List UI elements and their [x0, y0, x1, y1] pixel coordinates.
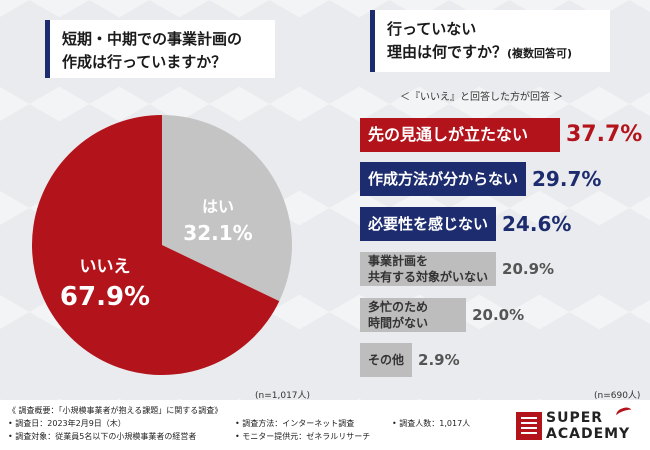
bar-1: 先の見通しが立たない [360, 118, 560, 152]
footer-method: • 調査方法：インターネット調査 [235, 419, 355, 428]
footer-overview: 《 調査概要：「小規模事業者が抱える課題」に関する調査》 [8, 406, 223, 415]
pie-sample-size: (n=1,017人) [255, 391, 311, 401]
bar-label: その他 [368, 353, 405, 367]
pie-chart: はい 32.1% いいえ 67.9% [31, 115, 292, 375]
bar-value: 2.9% [418, 351, 460, 369]
right-question-line2: 理由は何ですか？ [387, 43, 508, 61]
left-question-line1: 短期・中期での事業計画の [62, 30, 243, 48]
logo-mark-icon [516, 412, 542, 440]
footer-provider: • モニター提供元：ゼネラルリサーチ [235, 432, 371, 441]
bar-label: 必要性を感じない [368, 215, 489, 233]
bar-sample-size: (n=690人) [594, 391, 641, 401]
bar-2: 作成方法が分からない [360, 162, 527, 196]
bar-6: その他 [360, 343, 413, 377]
pie-slice-yes [162, 115, 292, 302]
right-question-note: (複数回答可) [507, 47, 573, 60]
footer-count: • 調査人数：1,017人 [392, 419, 471, 428]
logo-line2: ACADEMY [546, 426, 631, 442]
pie-label-no: いいえ [80, 257, 131, 277]
pie-slice-no [31, 115, 280, 375]
left-question-line2: 作成は行っていますか？ [62, 53, 227, 71]
footer-date: • 調査日：2023年2月9日（木） [8, 419, 126, 428]
bar-3: 必要性を感じない [360, 207, 497, 241]
bar-value: 24.6% [502, 212, 572, 236]
bar-value: 29.7% [532, 167, 602, 191]
sub-label: ＜『いいえ』と回答した方が回答 ＞ [400, 92, 564, 103]
pie-label-yes: はい [202, 197, 234, 216]
bar-5: 多忙のため 時間がない [360, 298, 467, 332]
bar-value: 20.0% [472, 306, 525, 324]
bar-label: 作成方法が分からない [368, 170, 519, 188]
bar-label: 事業計画を 共有する対象がいない [368, 254, 489, 284]
bar-label: 先の見通しが立たない [368, 125, 529, 144]
bar-4: 事業計画を 共有する対象がいない [360, 252, 497, 286]
bar-value: 20.9% [502, 260, 555, 278]
footer-target: • 調査対象：従業員5名以下の小規模事業者の経営者 [8, 432, 197, 441]
bar-value: 37.7% [566, 122, 643, 147]
logo-line1: SUPER [546, 410, 604, 426]
bar-label: 多忙のため 時間がない [368, 300, 429, 330]
right-question-line1: 行っていない [387, 20, 477, 38]
pie-value-no: 67.9% [60, 282, 150, 312]
logo-swoosh-icon [614, 405, 634, 421]
left-question-box: 短期・中期での事業計画の 作成は行っていますか？ [45, 20, 275, 78]
super-academy-logo: SUPER ACADEMY [516, 405, 640, 444]
right-question-box: 行っていない 理由は何ですか？(複数回答可) [370, 10, 610, 72]
pie-value-yes: 32.1% [183, 221, 252, 245]
